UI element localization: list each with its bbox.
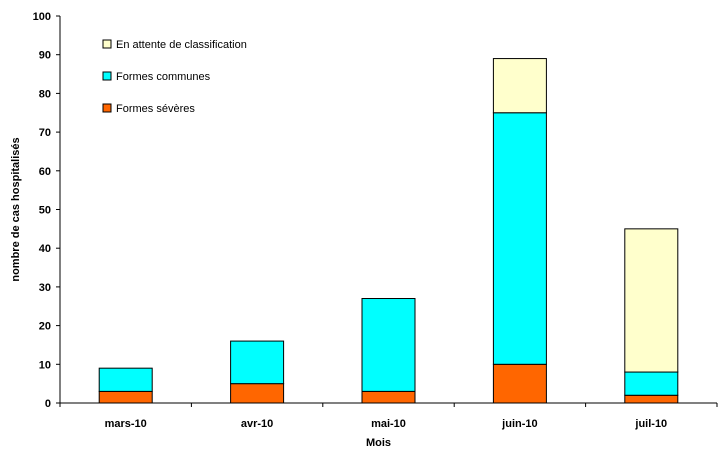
y-axis-title: nombre de cas hospitalisés xyxy=(10,137,22,281)
legend-label: Formes sévères xyxy=(116,103,195,115)
y-axis-ticks: 0 10 20 30 40 50 60 70 80 90 100 xyxy=(33,11,60,410)
x-tick-label: juil-10 xyxy=(634,418,667,430)
bar-segment-avr-10-formes-sévères xyxy=(230,383,285,404)
bar-segment-juin-10-formes-sévères xyxy=(492,363,547,404)
x-tick-label: mai-10 xyxy=(371,418,406,430)
y-tick-label: 0 xyxy=(45,398,51,410)
x-tick-label: juin-10 xyxy=(501,418,537,430)
y-tick-label: 60 xyxy=(39,166,51,178)
legend-swatch xyxy=(102,103,112,113)
bar-segment-juil-10-formes-communes xyxy=(624,371,679,396)
bar-segment-mai-10-formes-sévères xyxy=(361,390,416,404)
y-tick-label: 40 xyxy=(39,243,51,255)
y-tick-label: 70 xyxy=(39,127,51,139)
legend-label: Formes communes xyxy=(116,71,211,83)
bar-segment-mars-10-formes-sévères xyxy=(98,390,153,404)
y-tick-label: 80 xyxy=(39,88,51,100)
y-tick-label: 30 xyxy=(39,282,51,294)
bar-segment-avr-10-formes-communes xyxy=(230,340,285,385)
x-tick-label: avr-10 xyxy=(241,418,273,430)
x-axis-ticks: mars-10 avr-10 mai-10 juin-10 juil-10 xyxy=(59,403,718,430)
bar-segment-juil-10-en-attente-de-classification xyxy=(624,228,679,373)
y-tick-label: 100 xyxy=(33,11,51,23)
legend-swatch xyxy=(102,71,112,81)
bar-segment-juin-10-formes-communes xyxy=(492,112,547,365)
bar-segment-mai-10-formes-communes xyxy=(361,298,416,392)
bars xyxy=(98,58,679,404)
bar-segment-juil-10-formes-sévères xyxy=(624,394,679,404)
y-tick-label: 10 xyxy=(39,359,51,371)
x-tick-label: mars-10 xyxy=(105,418,147,430)
x-axis-title: Mois xyxy=(366,437,391,449)
bar-segment-mars-10-formes-communes xyxy=(98,367,153,392)
y-tick-label: 90 xyxy=(39,50,51,62)
legend: En attente de classification Formes commu… xyxy=(102,39,247,115)
y-tick-label: 50 xyxy=(39,205,51,217)
legend-swatch xyxy=(102,39,112,49)
legend-label: En attente de classification xyxy=(116,39,247,51)
y-tick-label: 20 xyxy=(39,321,51,333)
bar-segment-juin-10-en-attente-de-classification xyxy=(492,58,547,114)
